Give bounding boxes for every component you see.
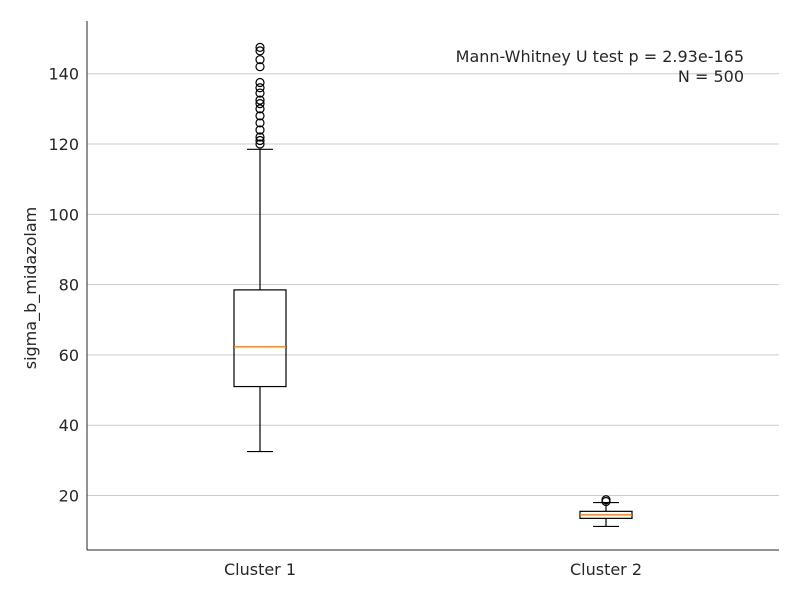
outlier-point bbox=[255, 46, 265, 56]
annotation-line-1: Mann-Whitney U test p = 2.93e-165 bbox=[456, 47, 744, 66]
annotation: Mann-Whitney U test p = 2.93e-165 N = 50… bbox=[456, 47, 744, 86]
y-tick-label: 80 bbox=[59, 276, 79, 295]
x-tick-label: Cluster 1 bbox=[224, 560, 296, 579]
y-tick-label: 100 bbox=[48, 205, 79, 224]
y-tick-label: 140 bbox=[48, 65, 79, 84]
y-tick-labels: 20 40 60 80 100 120 140 bbox=[48, 65, 79, 506]
outlier-point bbox=[255, 135, 265, 146]
outlier-point bbox=[255, 77, 265, 88]
outlier-point bbox=[601, 495, 611, 505]
y-tick-label: 120 bbox=[48, 135, 79, 154]
outlier-point bbox=[255, 132, 265, 142]
outlier-point bbox=[255, 83, 265, 93]
grid-lines bbox=[87, 73, 779, 497]
boxes bbox=[233, 42, 633, 528]
outlier-point bbox=[255, 118, 265, 128]
y-axis-label: sigma_b_midazolam bbox=[21, 207, 41, 370]
outlier-point bbox=[255, 139, 265, 149]
outlier-point bbox=[255, 55, 265, 65]
x-tick-labels: Cluster 1 Cluster 2 bbox=[224, 560, 642, 579]
box-1 bbox=[233, 42, 287, 453]
y-tick-label: 20 bbox=[59, 487, 79, 506]
x-tick-label: Cluster 2 bbox=[570, 560, 642, 579]
outlier-point bbox=[255, 125, 265, 135]
iqr-box bbox=[233, 289, 287, 388]
axes bbox=[86, 21, 779, 551]
outlier-point bbox=[255, 99, 265, 109]
annotation-line-2: N = 500 bbox=[678, 67, 744, 86]
outlier-point bbox=[255, 95, 265, 105]
box-2 bbox=[579, 495, 633, 528]
y-tick-label: 40 bbox=[59, 416, 79, 435]
outlier-point bbox=[255, 42, 265, 52]
outlier-point bbox=[255, 111, 265, 121]
y-tick-label: 60 bbox=[59, 346, 79, 365]
outlier-point bbox=[255, 88, 265, 98]
outlier-point bbox=[255, 104, 265, 114]
outlier-point bbox=[255, 62, 265, 72]
